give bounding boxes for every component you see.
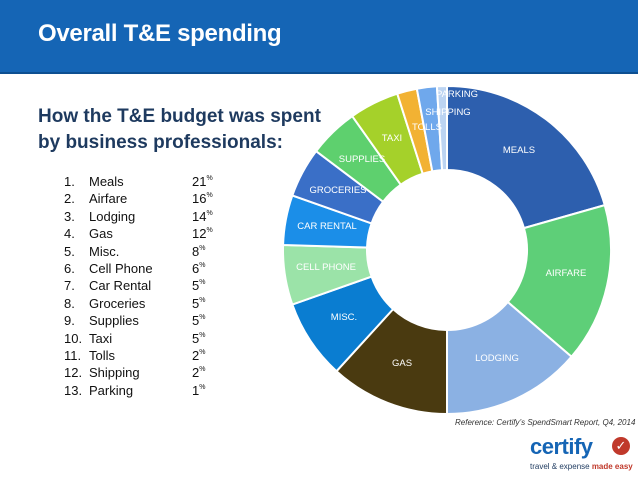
list-item-percent: 14% [192, 208, 213, 224]
list-item-name: Cell Phone [89, 260, 153, 276]
list-item-percent: 2% [192, 347, 206, 363]
list-item-name: Airfare [89, 191, 128, 207]
slice-label: SUPPLIES [339, 154, 385, 165]
list-item-number: 4. [64, 226, 75, 242]
list-item-name: Gas [89, 226, 113, 242]
header-bar: Overall T&E spending [0, 0, 638, 74]
list-item: 12. Shipping 2% [64, 365, 254, 382]
slice-label: PARKING [436, 89, 478, 100]
list-item: 11. Tolls 2% [64, 348, 254, 365]
list-item-name: Tolls [89, 347, 116, 363]
subtitle: How the T&E budget was spent by business… [38, 104, 338, 156]
donut-slice-meals [446, 84, 606, 230]
list-item: 2. Airfare 16% [64, 191, 254, 208]
list-item: 6. Cell Phone 6% [64, 261, 254, 278]
list-item: 7. Car Rental 5% [64, 278, 254, 295]
list-item-name: Groceries [89, 295, 146, 311]
certify-logo: certify ✓ travel & expense made easy [530, 434, 633, 474]
list-item: 4. Gas 12% [64, 226, 254, 243]
slice-label: SHIPPING [425, 107, 470, 118]
list-item: 8. Groceries 5% [64, 296, 254, 313]
slice-label: AIRFARE [546, 268, 587, 279]
list-item-name: Car Rental [89, 278, 152, 294]
list-item-number: 1. [64, 174, 75, 189]
list-item-percent: 5% [192, 278, 206, 294]
logo-tagline: travel & expense made easy [530, 462, 633, 471]
list-item-number: 5. [64, 243, 75, 259]
list-item-percent: 1% [192, 382, 206, 398]
list-item: 5. Misc. 8% [64, 244, 254, 261]
slice-label: MEALS [503, 145, 535, 156]
list-item-name: Parking [89, 382, 134, 398]
list-item-number: 13. [64, 382, 83, 398]
list-item-percent: 12% [192, 226, 213, 242]
list-item-number: 10. [64, 330, 83, 346]
list-item-number: 7. [64, 278, 75, 294]
page-title: Overall T&E spending [38, 20, 282, 47]
checkmark-icon: ✓ [612, 437, 630, 455]
slice-label: GROCERIES [309, 185, 366, 196]
list-item: 1. Meals 21% [64, 174, 254, 191]
list-item: 10. Taxi 5% [64, 331, 254, 348]
slice-label: GAS [392, 358, 412, 369]
slice-label: MISC. [331, 312, 357, 323]
subtitle-line-1: How the T&E budget was spent [38, 106, 321, 127]
list-item-number: 11. [64, 347, 82, 363]
donut-slice-airfare [506, 203, 612, 359]
list-item-percent: 5% [192, 295, 206, 311]
list-item-name: Meals [89, 174, 124, 189]
reference-note: Reference: Certify’s SpendSmart Report, … [455, 418, 636, 427]
list-item-number: 3. [64, 208, 75, 224]
list-item-name: Misc. [89, 243, 120, 259]
list-item-percent: 16% [192, 191, 213, 207]
list-item-percent: 2% [192, 365, 206, 381]
list-item: 9. Supplies 5% [64, 313, 254, 330]
list-item-percent: 6% [192, 260, 206, 276]
list-item-percent: 8% [192, 243, 206, 259]
list-item-number: 6. [64, 260, 75, 276]
list-item-name: Taxi [89, 330, 113, 346]
subtitle-line-2: by business professionals: [38, 132, 283, 153]
slice-label: CAR RENTAL [297, 221, 356, 232]
list-item: 13. Parking 1% [64, 383, 254, 400]
list-item-percent: 5% [192, 330, 206, 346]
list-item-number: 12. [64, 365, 83, 381]
list-item-name: Shipping [89, 365, 140, 381]
slice-label: TOLLS [412, 122, 442, 133]
list-item-name: Supplies [89, 313, 139, 329]
logo-wordmark: certify [530, 434, 593, 459]
spending-list: 1. Meals 21% 2. Airfare 16% 3. Lodging 14% 4. Gas 1… [64, 174, 254, 400]
slice-label: CELL PHONE [296, 262, 356, 273]
list-item-name: Lodging [89, 208, 136, 224]
slice-label: LODGING [475, 353, 519, 364]
list-item-number: 9. [64, 313, 75, 329]
list-item: 3. Lodging 14% [64, 209, 254, 226]
slice-label: TAXI [382, 133, 402, 144]
list-item-percent: 5% [192, 313, 206, 329]
list-item-number: 8. [64, 295, 75, 311]
donut-slice-parking [435, 84, 448, 172]
list-item-number: 2. [64, 191, 75, 207]
list-item-percent: 21% [192, 174, 213, 189]
